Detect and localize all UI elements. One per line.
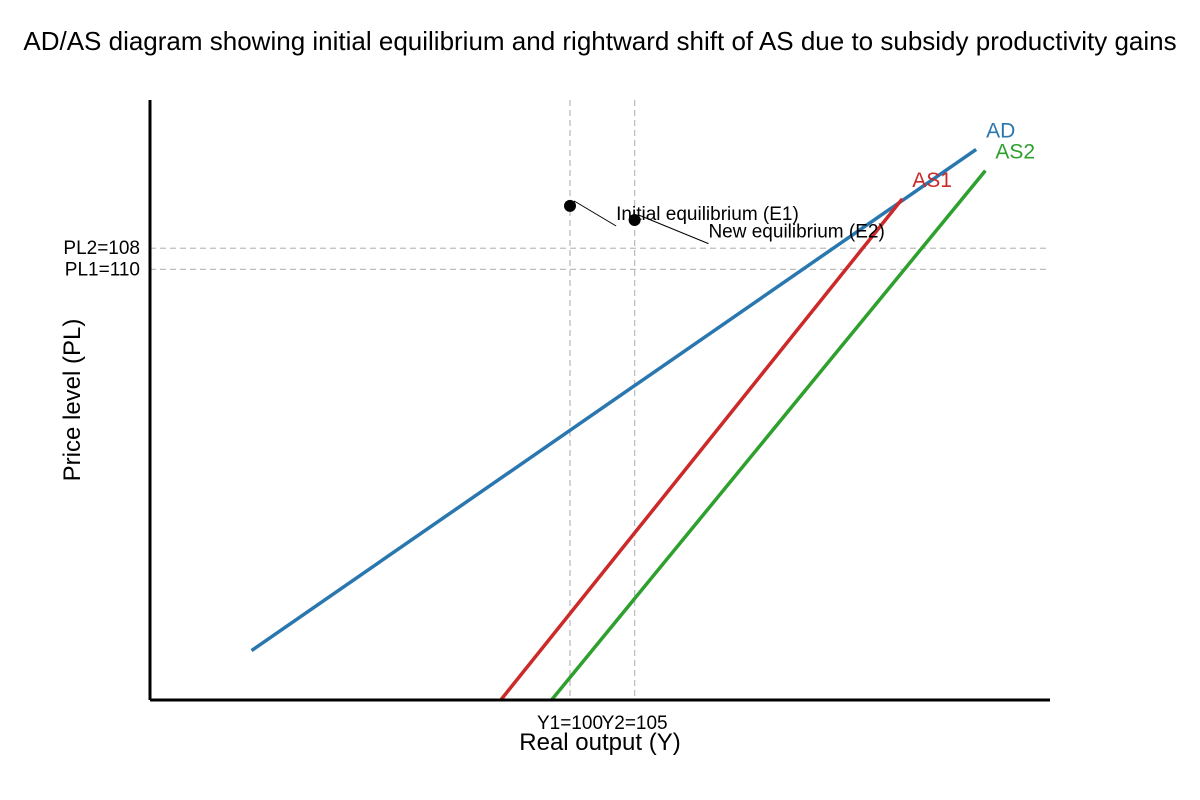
equilibrium-label-e1: Initial equilibrium (E1) (616, 204, 799, 225)
axes (148, 100, 1050, 702)
series-label-ad: AD (986, 119, 1015, 142)
equilibrium-point-e1 (564, 199, 576, 212)
x-tick-label-1: Y1=100 (537, 713, 603, 734)
annotation-leader-e2 (638, 214, 709, 245)
series-line-ad (250, 147, 978, 653)
y-tick-label-2: PL2=108 (63, 238, 140, 259)
equilibrium-point-e2 (628, 214, 641, 226)
series-label-as1: AS1 (912, 169, 952, 192)
series-line-as2 (550, 169, 987, 702)
annotations: Initial equilibrium (E1)New equilibrium … (564, 199, 885, 245)
series-label-as2: AS2 (995, 141, 1035, 164)
chart-title: AD/AS diagram showing initial equilibriu… (23, 26, 1176, 56)
x-axis-title: Real output (Y) (519, 729, 680, 756)
series-lines: AD AS1 AS2 (250, 119, 1035, 702)
series-line-as1 (499, 197, 904, 702)
y-tick-label-1: PL1=110 (65, 259, 140, 280)
y-axis-title: Price level (PL) (59, 319, 86, 482)
equilibrium-label-e2: New equilibrium (E2) (708, 222, 884, 243)
annotation-leader-e1 (573, 200, 617, 227)
x-tick-label-2: Y2=105 (602, 713, 668, 734)
